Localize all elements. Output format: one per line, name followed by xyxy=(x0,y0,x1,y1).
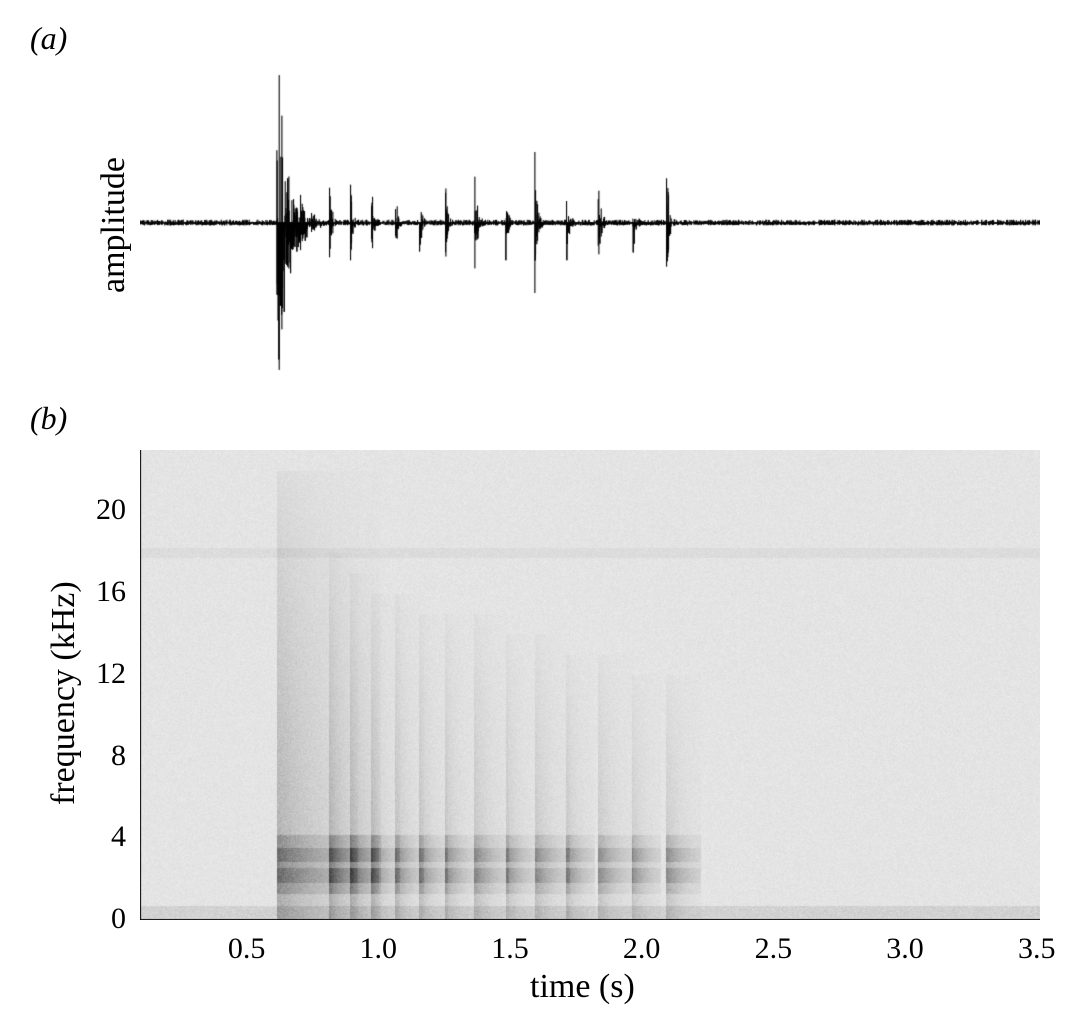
ytick-label: 0 xyxy=(76,902,126,936)
ytick-label: 4 xyxy=(76,820,126,854)
waveform-ylabel: amplitude xyxy=(95,157,133,293)
waveform-canvas xyxy=(140,55,1040,390)
xtick-label: 0.5 xyxy=(228,932,266,966)
spectrogram-plot: frequency (kHz) time (s) 0481216200.51.0… xyxy=(140,450,1040,920)
spectrogram-xlabel: time (s) xyxy=(530,968,635,1006)
ytick-label: 20 xyxy=(76,493,126,527)
panel-b-label: (b) xyxy=(30,400,67,437)
waveform-plot: amplitude xyxy=(140,55,1040,390)
xtick-label: 2.0 xyxy=(623,932,661,966)
xtick-label: 3.0 xyxy=(886,932,924,966)
ytick-label: 16 xyxy=(76,575,126,609)
figure-root: (a) (b) amplitude frequency (kHz) time (… xyxy=(0,0,1087,1013)
xtick-label: 2.5 xyxy=(755,932,793,966)
ytick-label: 12 xyxy=(76,657,126,691)
ytick-label: 8 xyxy=(76,739,126,773)
panel-a-label: (a) xyxy=(30,20,67,57)
xtick-label: 1.5 xyxy=(491,932,529,966)
xtick-label: 1.0 xyxy=(360,932,398,966)
xtick-label: 3.5 xyxy=(1018,932,1056,966)
spectrogram-canvas xyxy=(140,450,1040,920)
